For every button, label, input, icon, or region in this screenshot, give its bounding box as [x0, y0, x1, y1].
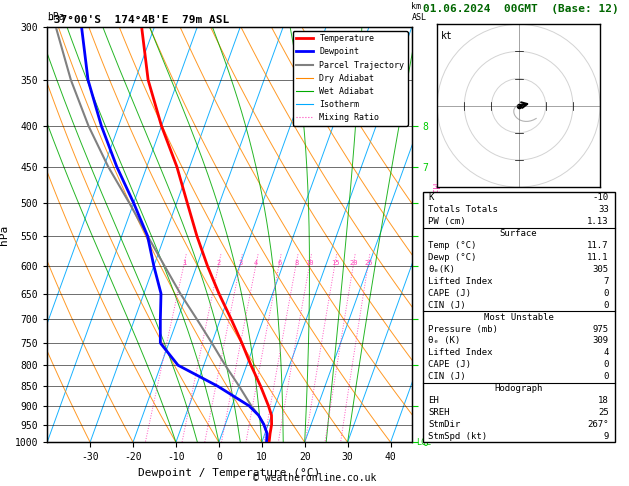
Text: LCL: LCL — [416, 438, 431, 447]
Text: StmSpd (kt): StmSpd (kt) — [428, 432, 487, 441]
Text: 15: 15 — [331, 260, 340, 266]
Text: 0: 0 — [603, 289, 609, 298]
Text: 11.1: 11.1 — [587, 253, 609, 262]
Text: 8: 8 — [294, 260, 298, 266]
Text: CIN (J): CIN (J) — [428, 301, 466, 310]
X-axis label: Dewpoint / Temperature (°C): Dewpoint / Temperature (°C) — [138, 468, 321, 478]
Text: Lifted Index: Lifted Index — [428, 348, 493, 357]
Text: StmDir: StmDir — [428, 420, 460, 429]
Text: 18: 18 — [598, 396, 609, 405]
Text: EH: EH — [428, 396, 439, 405]
Text: 0: 0 — [603, 372, 609, 381]
Text: K: K — [428, 193, 434, 203]
Text: θₑ (K): θₑ (K) — [428, 336, 460, 346]
Text: 6: 6 — [277, 260, 282, 266]
Text: 267°: 267° — [587, 420, 609, 429]
Text: 305: 305 — [593, 265, 609, 274]
Text: 01.06.2024  00GMT  (Base: 12): 01.06.2024 00GMT (Base: 12) — [423, 4, 618, 14]
Text: Hodograph: Hodograph — [494, 384, 543, 393]
Y-axis label: Mixing Ratio (g/kg): Mixing Ratio (g/kg) — [430, 183, 440, 286]
Text: 0: 0 — [603, 301, 609, 310]
Text: © weatheronline.co.uk: © weatheronline.co.uk — [253, 473, 376, 483]
Text: -37°00'S  174°4B'E  79m ASL: -37°00'S 174°4B'E 79m ASL — [47, 15, 230, 25]
Text: 10: 10 — [306, 260, 314, 266]
Text: Totals Totals: Totals Totals — [428, 206, 498, 214]
Legend: Temperature, Dewpoint, Parcel Trajectory, Dry Adiabat, Wet Adiabat, Isotherm, Mi: Temperature, Dewpoint, Parcel Trajectory… — [293, 31, 408, 125]
Text: 25: 25 — [598, 408, 609, 417]
Text: km
ASL: km ASL — [411, 2, 426, 22]
Text: kt: kt — [440, 31, 452, 41]
Text: 9: 9 — [603, 432, 609, 441]
Text: Dewp (°C): Dewp (°C) — [428, 253, 477, 262]
Text: PW (cm): PW (cm) — [428, 217, 466, 226]
Text: 4: 4 — [603, 348, 609, 357]
Text: 2: 2 — [217, 260, 221, 266]
Text: Surface: Surface — [500, 229, 537, 238]
Text: SREH: SREH — [428, 408, 450, 417]
Text: 7: 7 — [603, 277, 609, 286]
Text: Pressure (mb): Pressure (mb) — [428, 325, 498, 333]
Text: -10: -10 — [593, 193, 609, 203]
Text: CAPE (J): CAPE (J) — [428, 289, 472, 298]
Text: hPa: hPa — [47, 12, 65, 22]
Text: Lifted Index: Lifted Index — [428, 277, 493, 286]
Text: 33: 33 — [598, 206, 609, 214]
Text: 1.13: 1.13 — [587, 217, 609, 226]
Text: 11.7: 11.7 — [587, 241, 609, 250]
Text: CAPE (J): CAPE (J) — [428, 360, 472, 369]
Text: 309: 309 — [593, 336, 609, 346]
Text: 3: 3 — [238, 260, 243, 266]
Text: CIN (J): CIN (J) — [428, 372, 466, 381]
Text: θₑ(K): θₑ(K) — [428, 265, 455, 274]
Text: 25: 25 — [364, 260, 372, 266]
Text: Temp (°C): Temp (°C) — [428, 241, 477, 250]
Text: 1: 1 — [182, 260, 186, 266]
Text: 4: 4 — [254, 260, 259, 266]
Text: 0: 0 — [603, 360, 609, 369]
Text: 975: 975 — [593, 325, 609, 333]
Y-axis label: hPa: hPa — [0, 225, 9, 244]
Text: 20: 20 — [349, 260, 358, 266]
Text: Most Unstable: Most Unstable — [484, 312, 554, 322]
